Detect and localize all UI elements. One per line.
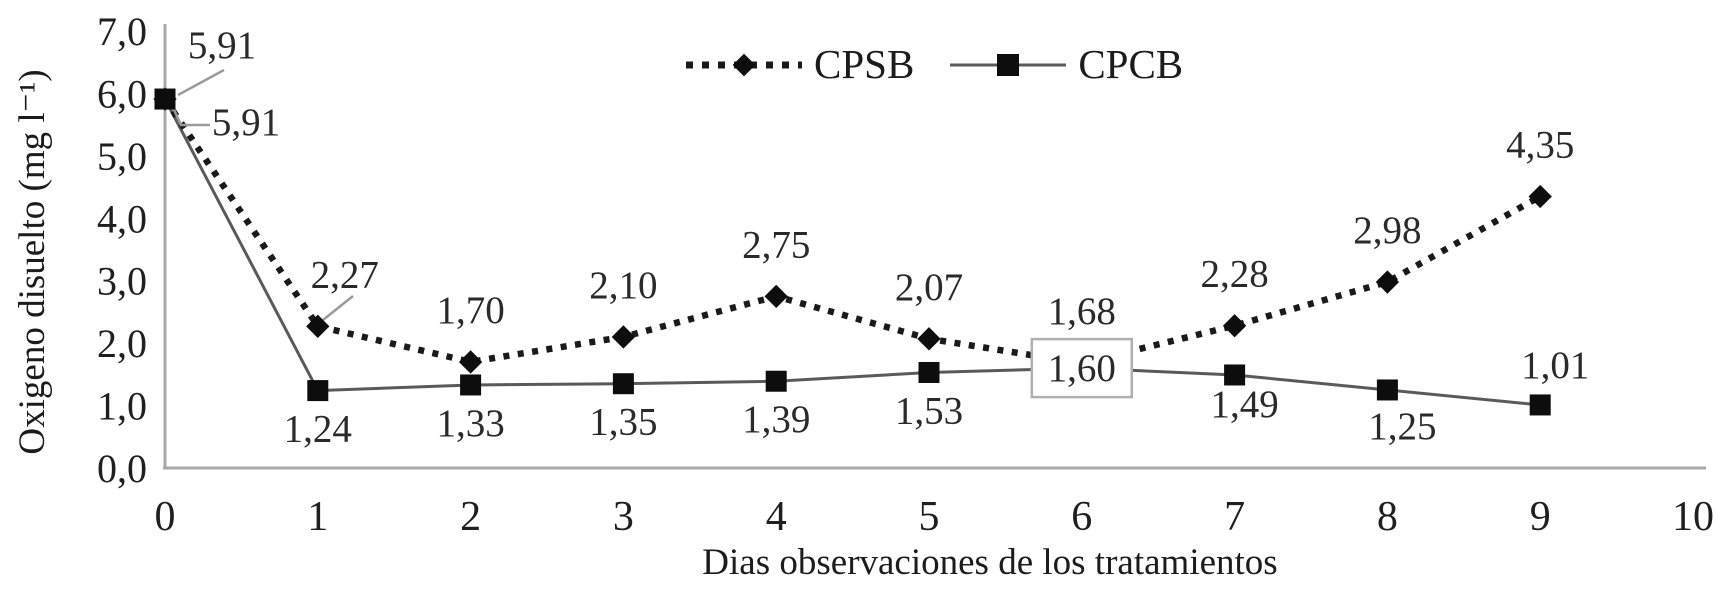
cpcb-marker xyxy=(460,374,482,396)
legend-label-cpcb: CPCB xyxy=(1078,41,1184,87)
legend-item-cpsb: CPSB xyxy=(684,44,914,85)
cpcb-data-label: 1,39 xyxy=(742,398,810,441)
y-tick-label: 0,0 xyxy=(97,446,147,491)
cpsb-data-label: 2,28 xyxy=(1200,253,1268,296)
cpsb-swatch-diamond-icon xyxy=(732,53,756,76)
y-tick-label: 1,0 xyxy=(97,384,147,429)
cpsb-marker xyxy=(764,284,788,309)
y-tick-label: 6,0 xyxy=(97,71,147,116)
cpcb-data-label: 1,01 xyxy=(1521,344,1589,387)
legend-item-cpcb: CPCB xyxy=(948,44,1183,85)
cpsb-data-label: 1,68 xyxy=(1048,290,1116,333)
cpsb-swatch-icon xyxy=(686,53,802,76)
cpsb-data-label: 2,27 xyxy=(311,253,379,296)
x-axis-title: Dias observaciones de los tratamientos xyxy=(702,542,1278,583)
cpcb-data-label: 1,53 xyxy=(895,389,963,432)
x-tick-label: 9 xyxy=(1530,494,1551,540)
x-tick-label: 8 xyxy=(1377,494,1398,540)
cpcb-swatch-icon xyxy=(950,53,1067,76)
cpsb-data-label: 4,35 xyxy=(1506,123,1574,166)
y-tick-label: 5,0 xyxy=(97,134,147,179)
legend: CPSB CPCB xyxy=(684,44,1183,85)
cpcb-marker xyxy=(918,361,940,383)
cpsb-line xyxy=(162,97,1542,367)
cpcb-marker xyxy=(1224,364,1246,386)
x-tick-label: 7 xyxy=(1224,494,1245,540)
cpsb-callout-label: 5,91 xyxy=(212,101,280,144)
cpsb-data-label: 1,70 xyxy=(436,289,504,332)
cpcb-marker xyxy=(765,370,787,392)
x-tick-label: 10 xyxy=(1672,494,1714,540)
cpcb-data-label: 1,33 xyxy=(436,402,504,445)
cpcb-data-label: 1,35 xyxy=(589,401,657,444)
callout-leader-line xyxy=(322,295,354,321)
cpcb-marker xyxy=(1376,379,1398,401)
x-tick-label: 1 xyxy=(307,494,328,540)
cpcb-data-label: 1,25 xyxy=(1368,405,1436,448)
cpsb-data-label: 2,75 xyxy=(742,223,810,266)
x-tick-label: 3 xyxy=(613,494,634,540)
cpsb-data-label: 2,07 xyxy=(895,266,963,309)
callout-leader-line xyxy=(169,102,210,127)
boxed-data-label-box xyxy=(1030,337,1134,399)
x-tick-label: 2 xyxy=(460,494,481,540)
x-tick-label: 5 xyxy=(919,494,940,540)
cpcb-swatch-square-icon xyxy=(997,53,1020,76)
cpcb-data-label: 1,49 xyxy=(1210,383,1278,426)
cpcb-marker xyxy=(1529,394,1551,416)
cpcb-marker xyxy=(154,88,176,110)
y-axis-title: Oxigeno disuelto (mg l⁻¹) xyxy=(12,69,53,455)
x-tick-label: 0 xyxy=(155,494,176,540)
cpsb-marker xyxy=(1222,314,1247,338)
cpsb-data-label: 2,98 xyxy=(1353,209,1421,252)
legend-label-cpsb: CPSB xyxy=(814,41,915,87)
cpcb-line xyxy=(163,98,1541,407)
cpsb-marker xyxy=(1375,270,1400,294)
callout-leader-line xyxy=(177,68,225,97)
cpsb-data-label: 2,10 xyxy=(589,264,657,307)
y-tick-label: 7,0 xyxy=(97,9,147,54)
x-tick-label: 4 xyxy=(766,494,787,540)
y-tick-label: 2,0 xyxy=(97,321,147,366)
x-tick-label: 6 xyxy=(1071,494,1092,540)
cpcb-callout-label: 5,91 xyxy=(188,24,256,67)
cpcb-marker xyxy=(307,380,329,402)
cpcb-data-label: 1,24 xyxy=(284,408,352,451)
cpsb-marker xyxy=(917,327,941,351)
boxed-data-label: 1,60 xyxy=(1048,347,1116,390)
y-tick-label: 3,0 xyxy=(97,259,147,304)
cpcb-marker xyxy=(612,373,634,395)
cpsb-marker xyxy=(306,314,330,339)
y-tick-label: 4,0 xyxy=(97,196,147,241)
cpsb-marker xyxy=(458,350,483,374)
cpsb-marker xyxy=(611,325,636,349)
